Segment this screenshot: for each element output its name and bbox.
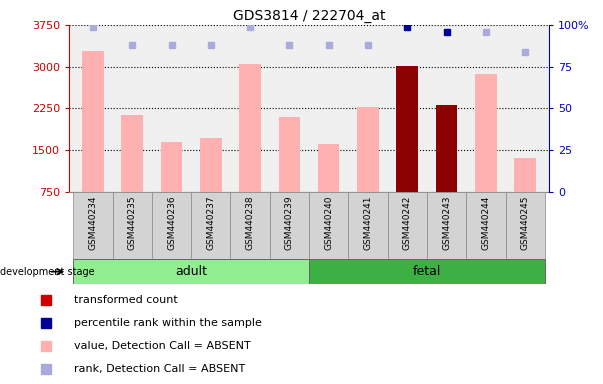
Text: GSM440239: GSM440239 bbox=[285, 195, 294, 250]
Bar bbox=[270, 192, 309, 259]
Text: value, Detection Call = ABSENT: value, Detection Call = ABSENT bbox=[74, 341, 250, 351]
Bar bbox=[427, 192, 466, 259]
Bar bbox=[466, 192, 505, 259]
Text: GSM440244: GSM440244 bbox=[481, 195, 490, 250]
Text: GSM440245: GSM440245 bbox=[520, 195, 529, 250]
Text: GSM440243: GSM440243 bbox=[442, 195, 451, 250]
Bar bbox=[475, 74, 497, 192]
Title: GDS3814 / 222704_at: GDS3814 / 222704_at bbox=[233, 8, 385, 23]
Text: development stage: development stage bbox=[0, 266, 95, 277]
Text: percentile rank within the sample: percentile rank within the sample bbox=[74, 318, 262, 328]
Text: GSM440241: GSM440241 bbox=[364, 195, 373, 250]
Text: GSM440237: GSM440237 bbox=[206, 195, 215, 250]
Bar bbox=[121, 115, 143, 192]
Text: GSM440236: GSM440236 bbox=[167, 195, 176, 250]
Bar bbox=[200, 138, 222, 192]
Text: fetal: fetal bbox=[412, 265, 441, 278]
Text: rank, Detection Call = ABSENT: rank, Detection Call = ABSENT bbox=[74, 364, 245, 374]
Bar bbox=[230, 192, 270, 259]
Text: GSM440235: GSM440235 bbox=[128, 195, 137, 250]
Bar bbox=[349, 192, 388, 259]
Bar bbox=[113, 192, 152, 259]
Bar bbox=[152, 192, 191, 259]
Bar bbox=[74, 192, 113, 259]
Bar bbox=[309, 259, 545, 284]
Bar bbox=[436, 105, 457, 192]
Bar bbox=[74, 259, 309, 284]
Bar bbox=[388, 192, 427, 259]
Bar bbox=[239, 64, 261, 192]
Text: transformed count: transformed count bbox=[74, 295, 177, 305]
Bar bbox=[396, 66, 418, 192]
Bar bbox=[318, 144, 339, 192]
Text: adult: adult bbox=[175, 265, 207, 278]
Bar bbox=[505, 192, 545, 259]
Bar bbox=[357, 108, 379, 192]
Text: GSM440238: GSM440238 bbox=[245, 195, 254, 250]
Text: GSM440234: GSM440234 bbox=[89, 195, 98, 250]
Bar bbox=[279, 117, 300, 192]
Bar bbox=[514, 158, 536, 192]
Bar bbox=[82, 51, 104, 192]
Bar bbox=[161, 142, 182, 192]
Text: GSM440240: GSM440240 bbox=[324, 195, 333, 250]
Bar bbox=[309, 192, 349, 259]
Text: GSM440242: GSM440242 bbox=[403, 195, 412, 250]
Bar bbox=[191, 192, 230, 259]
